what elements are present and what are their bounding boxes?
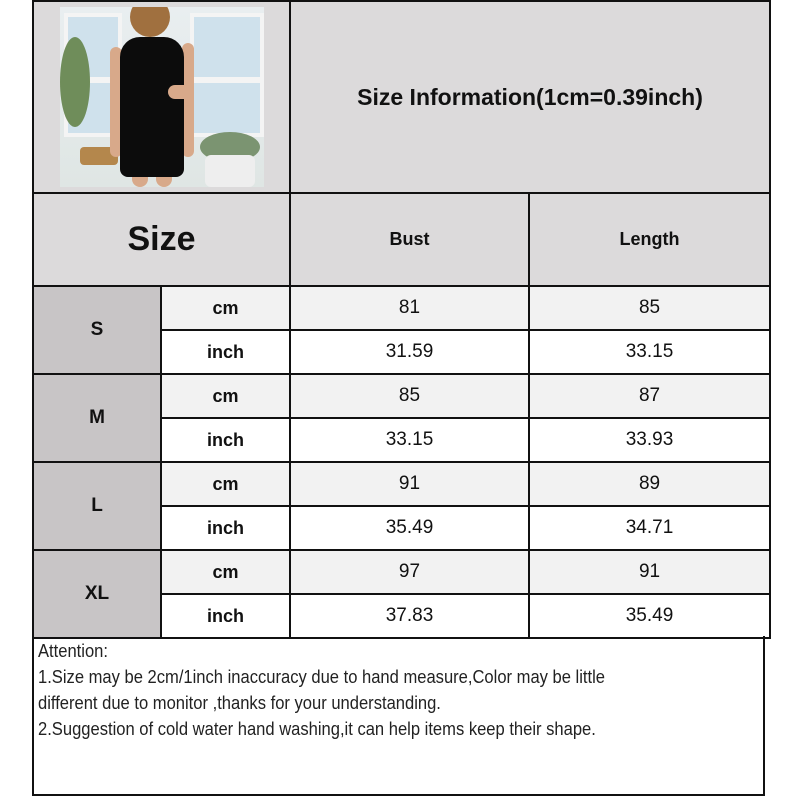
table-row-inch: inch 37.83 35.49 [33,593,772,639]
product-photo-cell [32,0,291,194]
unit-label: cm [160,549,291,595]
bust-value: 33.15 [289,417,530,463]
unit-label: cm [160,461,291,507]
table-row-cm: XL cm 97 91 [32,549,772,639]
attention-notes: Attention: 1.Size may be 2cm/1inch inacc… [32,636,765,796]
product-photo [59,7,264,187]
unit-label: cm [160,373,291,419]
size-label: L [32,461,162,551]
table-row-cm: L cm 91 89 [32,461,772,551]
unit-label: inch [160,505,291,551]
unit-label: inch [160,329,291,375]
bust-value: 91 [289,461,530,507]
bust-value: 35.49 [289,505,530,551]
bust-value: 97 [289,549,530,595]
unit-label: inch [160,593,291,639]
length-column-header: Length [527,192,772,287]
notes-line-2: 2.Suggestion of cold water hand washing,… [38,719,596,739]
bust-value: 31.59 [289,329,530,375]
size-label: S [32,285,162,375]
bust-value: 81 [289,285,530,331]
size-label: M [32,373,162,463]
unit-label: inch [160,417,291,463]
bust-value: 85 [289,373,530,419]
length-value: 33.15 [527,329,772,375]
table-row-cm: S cm 81 85 [32,285,772,375]
length-value: 85 [527,285,772,331]
table-row-inch: inch 35.49 34.71 [33,505,772,551]
length-value: 33.93 [527,417,772,463]
table-row-cm: M cm 85 87 [32,373,772,463]
notes-line-1b: different due to monitor ,thanks for you… [38,693,441,713]
size-chart-table: Size Information(1cm=0.39inch) Size Bust… [32,0,772,639]
length-value: 35.49 [527,593,772,639]
length-value: 34.71 [527,505,772,551]
length-value: 89 [527,461,772,507]
table-row-inch: inch 31.59 33.15 [33,329,772,375]
length-value: 87 [527,373,772,419]
size-info-title: Size Information(1cm=0.39inch) [288,0,772,194]
notes-heading: Attention: [38,641,108,661]
size-label: XL [32,549,162,639]
size-column-header: Size [32,192,291,287]
bust-column-header: Bust [289,192,530,287]
unit-label: cm [160,285,291,331]
length-value: 91 [527,549,772,595]
notes-line-1a: 1.Size may be 2cm/1inch inaccuracy due t… [38,667,606,687]
table-row-inch: inch 33.15 33.93 [33,417,772,463]
bust-value: 37.83 [289,593,530,639]
